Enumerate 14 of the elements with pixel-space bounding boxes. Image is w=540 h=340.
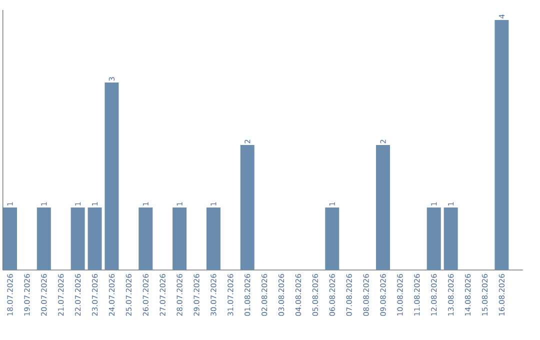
bar [36,208,51,270]
bar [138,208,153,270]
bar [376,144,390,270]
bar [240,144,254,270]
bar [426,208,441,270]
bar [172,208,187,270]
bar [206,208,220,270]
bar [325,208,340,270]
bar [88,208,102,270]
bar [444,208,458,270]
bar [494,20,509,270]
bar [3,208,18,270]
bar [70,208,85,270]
bar [104,82,119,270]
